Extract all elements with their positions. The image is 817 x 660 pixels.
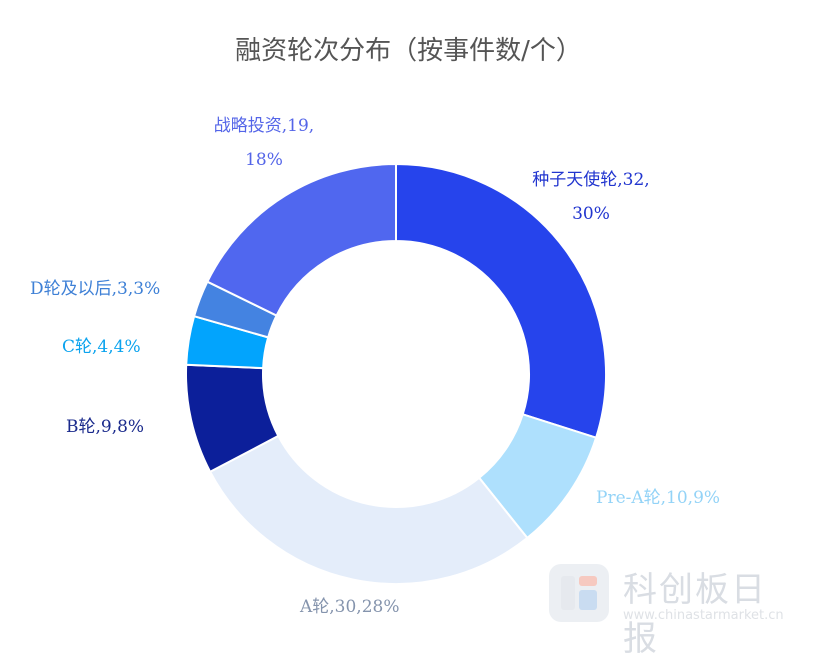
slice-label-line1: A轮,30,28% bbox=[300, 597, 400, 617]
watermark-name: 科创板日报 bbox=[623, 570, 767, 659]
slice-label-line1: 战略投资,19, bbox=[213, 116, 315, 136]
watermark: 科创板日报 www.chinastarmarket.cn bbox=[549, 562, 799, 659]
slice-A轮 bbox=[208, 434, 529, 585]
watermark-logo-icon bbox=[549, 564, 609, 622]
slice-label-line1: B轮,9,8% bbox=[66, 417, 145, 437]
slice-label-B轮: B轮,9,8% bbox=[66, 410, 226, 444]
slice-label-A轮: A轮,30,28% bbox=[300, 590, 500, 624]
slice-种子天使轮 bbox=[395, 162, 607, 439]
watermark-url: www.chinastarmarket.cn bbox=[623, 608, 784, 623]
slice-label-种子天使轮: 种子天使轮,32, 30% bbox=[521, 163, 661, 231]
slice-label-line2: 30% bbox=[572, 204, 610, 224]
donut-chart bbox=[185, 162, 607, 585]
slice-label-line1: D轮及以后,3,3% bbox=[30, 279, 161, 299]
slice-label-C轮: C轮,4,4% bbox=[62, 330, 222, 364]
slice-label-line2: 18% bbox=[245, 150, 283, 170]
slice-label-line1: 种子天使轮,32, bbox=[532, 170, 650, 190]
chart-title: 融资轮次分布（按事件数/个） bbox=[235, 36, 582, 66]
slice-战略投资 bbox=[206, 162, 397, 317]
slice-label-D轮及以后: D轮及以后,3,3% bbox=[30, 272, 230, 306]
slice-label-line1: Pre-A轮,10,9% bbox=[596, 488, 721, 508]
slice-label-line1: C轮,4,4% bbox=[62, 337, 141, 357]
slice-label-战略投资: 战略投资,19, 18% bbox=[204, 109, 324, 177]
slice-label-Pre-A轮: Pre-A轮,10,9% bbox=[596, 481, 796, 515]
